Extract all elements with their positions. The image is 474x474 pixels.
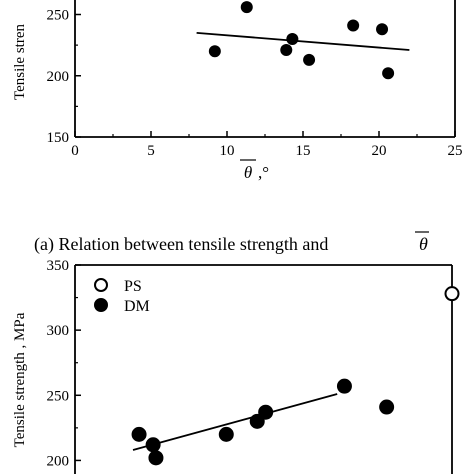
chart-b-data-point-dm xyxy=(148,450,164,466)
chart-a-x-tick-label: 5 xyxy=(147,143,155,159)
chart-a-y-tick-label: 200 xyxy=(47,69,70,85)
chart-a-data-point xyxy=(240,1,253,14)
chart-b-data-point-dm xyxy=(218,426,234,442)
chart-a-y-tick-label: 150 xyxy=(47,130,70,146)
chart-a-y-tick-label: 250 xyxy=(47,8,70,24)
chart-a-axes: 0 5 10 15 20 25 150 200 250 xyxy=(47,0,463,159)
chart-b-legend: PS DM xyxy=(94,278,150,315)
chart-b-data-point-dm xyxy=(336,378,352,394)
legend-marker-ps xyxy=(94,278,108,292)
chart-a-data-point xyxy=(208,45,221,58)
chart-a-x-axis-unit: ,° xyxy=(258,163,269,182)
chart-b-data-point-dm xyxy=(379,399,395,415)
chart-b-y-tick-label: 300 xyxy=(47,323,70,339)
legend-marker-dm xyxy=(94,298,108,312)
chart-a-data-point xyxy=(303,53,316,66)
chart-b-y-tick-label: 200 xyxy=(47,453,70,469)
chart-a-x-tick-label: 10 xyxy=(220,143,235,159)
chart-b-data-point-dm xyxy=(131,426,147,442)
legend-label-dm: DM xyxy=(124,298,150,315)
chart-b-trendline xyxy=(132,393,338,451)
chart-a-caption-symbol: θ xyxy=(419,234,428,254)
chart-a-data-point xyxy=(280,44,293,57)
chart-a-data-point xyxy=(382,67,395,80)
chart-b-data-point-ps xyxy=(444,286,460,302)
chart-a-caption-text: (a) Relation between tensile strength an… xyxy=(34,234,328,255)
chart-a-trendline xyxy=(196,31,410,51)
chart-b-axes: 200 250 300 350 xyxy=(47,258,453,474)
chart-a-x-axis-label: θ ,° xyxy=(240,159,269,182)
chart-b-data-point-dm xyxy=(258,404,274,420)
chart-b-y-axis-label: Tensile strength , MPa xyxy=(12,312,28,447)
chart-a-x-tick-label: 25 xyxy=(448,143,463,159)
chart-a-x-tick-label: 15 xyxy=(296,143,311,159)
chart-a-data-point xyxy=(286,33,299,45)
chart-a: Tensile stren 0 5 10 15 20 25 150 200 250 θ ,° (… xyxy=(12,0,463,255)
chart-a-y-axis-label: Tensile stren xyxy=(12,24,28,101)
chart-b-data-point-dm xyxy=(249,413,265,429)
chart-b-y-tick-label: 350 xyxy=(47,258,70,274)
chart-a-x-tick-label: 0 xyxy=(71,143,79,159)
chart-b-y-tick-label: 250 xyxy=(47,388,70,404)
legend-label-ps: PS xyxy=(124,278,142,295)
chart-a-x-axis-symbol: θ xyxy=(244,163,252,182)
chart-a-points xyxy=(196,1,410,80)
chart-a-x-tick-label: 20 xyxy=(372,143,387,159)
chart-b: Tensile strength , MPa 200 250 300 350 PS DM xyxy=(12,258,460,474)
chart-a-caption: (a) Relation between tensile strength an… xyxy=(34,231,429,255)
chart-a-data-point xyxy=(376,23,389,36)
chart-b-data-point-dm xyxy=(145,437,161,453)
chart-a-data-point xyxy=(347,19,360,32)
chart-b-points xyxy=(131,286,460,466)
